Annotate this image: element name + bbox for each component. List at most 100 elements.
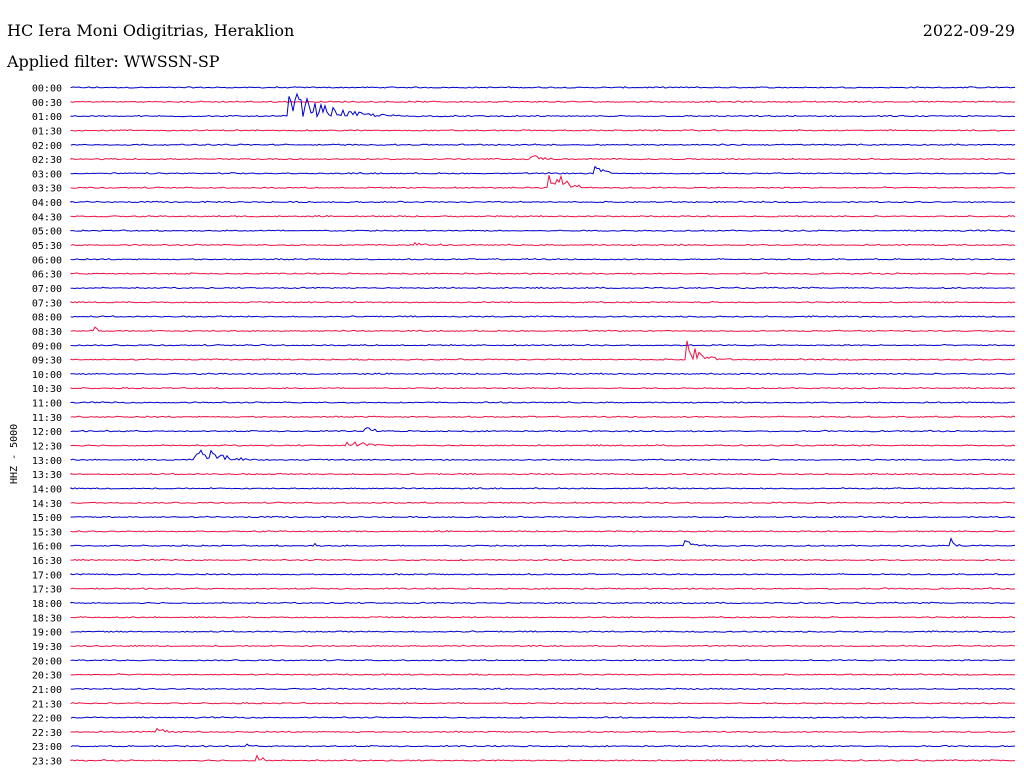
time-tick-label: 21:30 <box>32 699 62 710</box>
time-tick-label: 17:00 <box>32 570 62 581</box>
trace-1900 <box>70 630 1016 633</box>
time-tick-label: 08:00 <box>32 313 62 324</box>
trace-0430 <box>70 214 1016 218</box>
time-tick-label: 22:30 <box>32 728 62 739</box>
time-tick-label: 06:00 <box>32 255 62 266</box>
time-tick-label: 01:00 <box>32 112 62 123</box>
time-tick-label: 05:30 <box>32 241 62 252</box>
trace-1630 <box>70 558 1016 562</box>
station-title: HC Iera Moni Odigitrias, Heraklion <box>7 21 295 40</box>
time-tick-label: 11:00 <box>32 399 62 410</box>
time-tick-label: 16:30 <box>32 556 62 567</box>
time-tick-label: 01:30 <box>32 126 62 137</box>
trace-1730 <box>70 587 1016 590</box>
trace-0100 <box>70 92 1016 119</box>
trace-1000 <box>70 372 1016 375</box>
time-tick-label: 02:30 <box>32 155 62 166</box>
time-tick-label: 04:00 <box>32 198 62 209</box>
trace-0500 <box>70 229 1015 232</box>
time-tick-label: 07:30 <box>32 298 62 309</box>
time-tick-label: 17:30 <box>32 585 62 596</box>
trace-0530 <box>70 242 1016 247</box>
trace-0630 <box>70 272 1016 275</box>
trace-2130 <box>70 701 1016 705</box>
time-tick-label: 00:00 <box>32 84 62 95</box>
trace-1130 <box>70 415 1016 418</box>
trace-0230 <box>70 155 1015 161</box>
trace-2030 <box>70 673 1016 676</box>
trace-1030 <box>70 386 1016 390</box>
time-tick-label: 10:30 <box>32 384 62 395</box>
trace-2330 <box>70 754 1016 762</box>
time-tick-label: 18:30 <box>32 613 62 624</box>
trace-0000 <box>70 86 1016 89</box>
trace-1530 <box>70 530 1016 533</box>
trace-0030 <box>70 100 1016 103</box>
y-axis-label-text: HHZ - 5000 <box>9 424 20 484</box>
trace-1700 <box>70 572 1016 576</box>
trace-2000 <box>70 658 1016 662</box>
time-tick-label: 13:30 <box>32 470 62 481</box>
time-tick-label: 04:30 <box>32 212 62 223</box>
trace-0330 <box>70 174 1015 189</box>
time-tick-label: 14:00 <box>32 484 62 495</box>
time-tick-label: 15:00 <box>32 513 62 524</box>
time-tick-label: 20:00 <box>32 656 62 667</box>
trace-0800 <box>70 315 1016 318</box>
trace-1100 <box>70 401 1015 404</box>
time-tick-label: 22:00 <box>32 714 62 725</box>
time-tick-label: 10:00 <box>32 370 62 381</box>
trace-0700 <box>70 286 1015 290</box>
trace-2200 <box>70 716 1016 719</box>
trace-0930 <box>70 340 1016 361</box>
time-tick-label: 00:30 <box>32 98 62 109</box>
time-tick-label: 16:00 <box>32 542 62 553</box>
time-tick-label: 20:30 <box>32 671 62 682</box>
trace-1830 <box>70 615 1016 619</box>
trace-0300 <box>70 165 1016 175</box>
trace-0830 <box>70 326 1016 332</box>
time-tick-label: 09:00 <box>32 341 62 352</box>
trace-0900 <box>70 343 1016 347</box>
time-tick-label: 02:00 <box>32 141 62 152</box>
trace-1230 <box>70 441 1016 447</box>
trace-1430 <box>70 501 1016 504</box>
time-tick-label: 12:00 <box>32 427 62 438</box>
trace-1800 <box>70 601 1016 605</box>
trace-0130 <box>70 129 1016 132</box>
time-tick-label: 03:30 <box>32 184 62 195</box>
trace-0400 <box>70 200 1016 204</box>
time-tick-label: 07:00 <box>32 284 62 295</box>
trace-1300 <box>70 449 1016 461</box>
time-tick-label: 13:00 <box>32 456 62 467</box>
time-tick-label: 15:30 <box>32 527 62 538</box>
trace-0600 <box>70 257 1016 261</box>
trace-2100 <box>70 687 1016 690</box>
trace-1930 <box>70 644 1016 648</box>
time-tick-label: 08:30 <box>32 327 62 338</box>
time-tick-label: 06:30 <box>32 270 62 281</box>
time-tick-label: 23:00 <box>32 742 62 753</box>
time-tick-label: 03:00 <box>32 169 62 180</box>
trace-1600 <box>70 537 1016 547</box>
trace-0730 <box>70 300 1016 304</box>
trace-1500 <box>70 515 1016 519</box>
y-axis-label: HHZ - 5000 <box>9 424 20 484</box>
time-tick-label: 14:30 <box>32 499 62 510</box>
trace-2230 <box>70 727 1016 733</box>
time-tick-label: 18:00 <box>32 599 62 610</box>
time-tick-label: 19:00 <box>32 628 62 639</box>
trace-0200 <box>70 143 1016 146</box>
time-tick-label: 05:00 <box>32 227 62 238</box>
trace-1200 <box>70 427 1016 433</box>
trace-1400 <box>70 487 1016 490</box>
time-tick-label: 23:30 <box>32 757 62 768</box>
trace-1330 <box>70 472 1016 476</box>
time-tick-label: 09:30 <box>32 356 62 367</box>
filter-label: Applied filter: WWSSN-SP <box>7 52 220 71</box>
time-tick-label: 11:30 <box>32 413 62 424</box>
time-tick-label: 19:30 <box>32 642 62 653</box>
time-tick-label: 12:30 <box>32 442 62 453</box>
trace-2300 <box>70 743 1016 748</box>
